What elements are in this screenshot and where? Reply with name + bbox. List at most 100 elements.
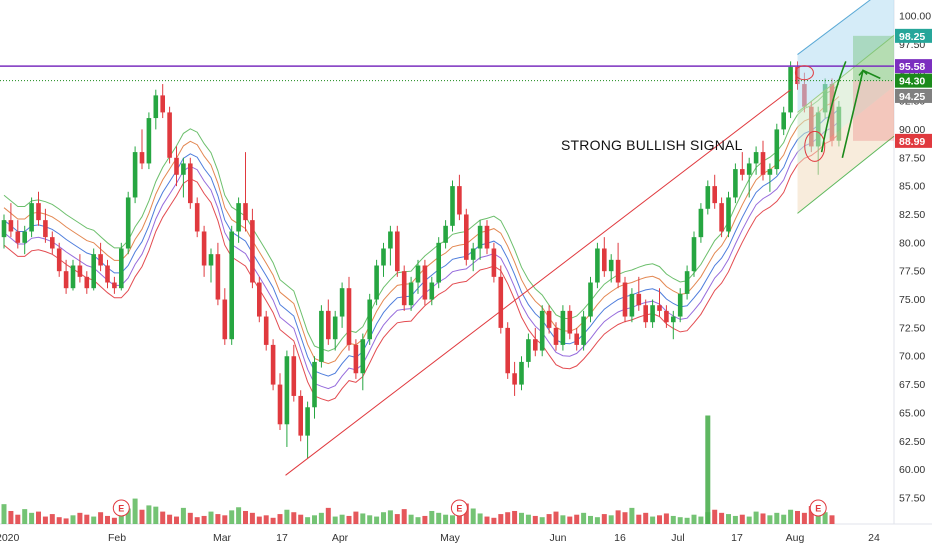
volume-bar [387,510,393,524]
volume-bar [318,512,324,524]
candle-body [533,339,538,351]
price-label-88-99[interactable]: 88.99 [895,133,932,148]
price-label-95-58[interactable]: 95.58 [895,59,932,74]
y-tick-label: 90.00 [899,124,925,136]
candle-body [401,271,407,306]
candle-body [470,248,476,260]
price-label-bg [895,28,932,43]
volume-bar [491,517,497,524]
volume-bar [374,516,380,524]
earnings-marker[interactable]: E [450,499,468,517]
candle-body [415,265,421,283]
volume-bar [443,514,449,524]
ma-band-mid-blue [3,108,840,377]
candle-body [622,282,628,317]
candle-body [167,112,172,158]
volume-bar [539,517,545,524]
volume-bar [519,512,524,524]
earnings-marker-circle[interactable] [809,499,827,517]
candle-body [222,299,228,340]
volume-bar [615,510,621,524]
volume-bar [291,512,297,524]
volume-bar [801,512,807,524]
volume-bar [360,513,366,524]
volume-bar [118,513,124,524]
volume-bar [726,514,731,524]
x-tick-label: 16 [614,532,626,544]
volume-bar [105,515,110,524]
price-label-bg [895,73,932,88]
volume-bar [781,514,787,524]
volume-bar [546,514,552,524]
candle-body [753,152,759,164]
candle-body [595,248,600,283]
time-axis[interactable]: 2020 Feb Mar 17 Apr May Jun 16 Jul 17 Aug 24 [0,532,880,544]
x-tick-label: Feb [108,532,126,544]
candle-body [422,265,428,300]
volume-bar [498,514,504,524]
candle-body [139,152,145,164]
candle-body [588,282,593,317]
candle-body [132,152,138,198]
x-tick-label: Jun [550,532,567,544]
volume-bar [553,511,559,524]
candle-body [70,265,76,289]
volume-bar [367,515,373,524]
volume-bar [636,514,642,524]
price-label-98-25[interactable]: 98.25 [895,28,932,43]
volume-bar [767,515,773,524]
candle-body [664,310,669,323]
volume-bar [470,508,476,524]
candle-body [436,242,441,283]
candle-body [381,248,386,266]
candle-body [388,231,393,249]
candle-body [581,316,586,345]
candle-body [395,231,400,272]
earnings-marker[interactable]: E [112,499,130,517]
volume-bar [650,516,656,524]
volume-bar [684,517,690,524]
volume-bar [712,509,718,524]
candle-body [408,282,414,306]
volume-bar [42,516,48,524]
candle-body [270,344,276,385]
volume-bar [436,512,442,524]
price-label-text: 98.25 [899,31,925,43]
price-label-94-25[interactable]: 94.25 [895,88,932,103]
price-label-94-30[interactable]: 94.30 [895,73,932,88]
candle-body [671,316,676,323]
candle-body [636,293,642,306]
volume-bar [277,514,283,524]
volume-bar [829,515,835,524]
earnings-marker[interactable]: E [809,499,827,517]
candle-body [740,169,745,175]
candle-body [43,220,48,238]
volume-bar [408,514,414,524]
volume-bar [325,507,331,524]
candle-body [367,299,372,340]
volume-bar [63,518,69,524]
highlight-circle-bottom [804,130,826,162]
volume-bar [815,509,821,524]
volume-bar [111,517,117,524]
earnings-marker-circle[interactable] [450,499,468,517]
price-label-text: 88.99 [899,136,925,148]
earnings-marker-label: E [118,504,124,514]
candle-body [464,214,469,260]
volume-bar [788,509,794,524]
volume-bar [208,511,214,524]
volume-bar [229,510,235,524]
candle-body [1,220,7,238]
volume-bar [236,507,242,524]
candle-body [519,361,524,385]
x-tick-label: 17 [731,532,743,544]
candle-body [305,407,310,436]
volume-bar [270,517,276,524]
strong-bullish-signal-annotation: STRONG BULLISH SIGNAL [561,137,743,153]
earnings-marker-circle[interactable] [112,499,130,517]
ma-band-upper-green [3,83,840,352]
candle-body [298,395,303,436]
x-tick-label: Jul [671,532,684,544]
volume-bar [739,514,745,524]
price-axis[interactable]: 100.0097.5095.0092.5090.0087.5085.0082.5… [895,11,932,505]
